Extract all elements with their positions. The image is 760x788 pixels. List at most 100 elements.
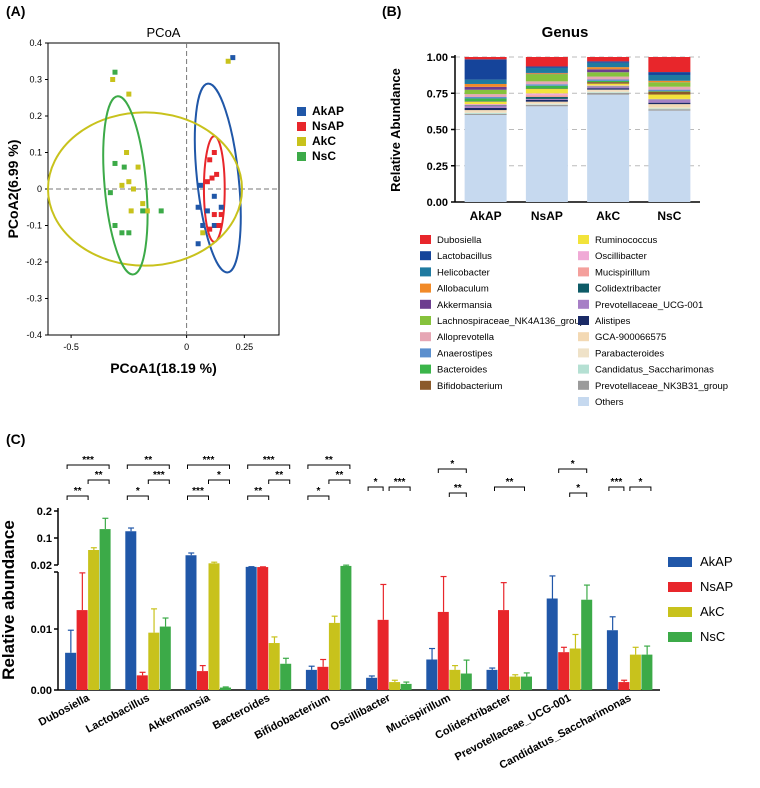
pcoa-point-akc	[128, 208, 134, 214]
genus-bar-segment-akkermansia	[587, 69, 630, 73]
genus-bar-segment-candidatus_saccharimonas	[648, 108, 691, 110]
significance-bracket	[608, 486, 625, 491]
abundance-bar-nsc	[280, 663, 292, 690]
genus-bar-segment-bifidobacterium	[587, 82, 630, 84]
abundance-ytick-label: 0.1	[37, 533, 52, 545]
significance-label: **	[95, 470, 103, 481]
significance-label: *	[374, 477, 378, 488]
abundance-bar-nsap	[558, 652, 570, 690]
abundance-bar-akc	[449, 669, 461, 690]
genus-title: Genus	[542, 24, 589, 41]
genus-bar-segment-ruminococcus	[525, 89, 568, 94]
genus-bar-segment-prevotellaceae_ucg-001	[525, 98, 568, 100]
genus-legend-label: Alistipes	[595, 316, 631, 327]
genus-legend-swatch	[578, 251, 589, 261]
genus-legend-swatch	[578, 397, 589, 406]
genus-bar-segment-dubosiella	[648, 57, 691, 73]
genus-bar-segment-allobaculum	[587, 67, 630, 70]
abundance-legend-swatch-nsap	[668, 582, 692, 592]
pcoa-point-nsap	[207, 157, 213, 163]
pcoa-ytick-label: 0.3	[29, 75, 42, 85]
pcoa-point-nsap	[211, 150, 217, 155]
genus-legend-swatch	[578, 316, 589, 325]
genus-y-axis-label: Relative Abundance	[388, 68, 403, 192]
genus-bar-segment-dubosiella	[587, 57, 630, 62]
abundance-bar-nsap	[618, 682, 630, 690]
genus-bar-segment-alloprevotella	[464, 94, 507, 98]
genus-legend-swatch	[578, 283, 589, 293]
pcoa-point-akc	[225, 58, 231, 64]
significance-bracket	[268, 479, 291, 484]
genus-legend-label: Bifidobacterium	[437, 381, 503, 392]
significance-bracket	[66, 464, 110, 469]
pcoa-y-axis-label: PCoA2(6.99 %)	[5, 140, 21, 239]
genus-category-label: AkAP	[470, 209, 502, 223]
abundance-bar-akap	[245, 566, 257, 690]
genus-bar-segment-alloprevotella	[525, 81, 568, 85]
abundance-bar-nsc	[521, 676, 532, 690]
abundance-bar-akc	[509, 676, 521, 690]
abundance-legend-swatch-akc	[668, 607, 692, 617]
genus-bar-segment-parabacteroides	[525, 103, 568, 105]
genus-legend-label: Dubosiella	[437, 235, 482, 246]
genus-bar-segment-lachnospiraceae_nk4a136_group	[648, 82, 691, 87]
abundance-bar-akap	[486, 669, 498, 690]
significance-bracket	[87, 479, 110, 484]
abundance-bar-nsap	[437, 611, 449, 690]
genus-legend-swatch	[578, 348, 589, 358]
genus-legend-label: Candidatus_Saccharimonas	[595, 365, 714, 376]
genus-legend-label: Lactobacillus	[437, 251, 492, 262]
pcoa-point-akap	[218, 204, 224, 210]
genus-legend-label: Alloprevotella	[437, 332, 495, 343]
significance-label: **	[144, 455, 152, 466]
pcoa-ytick-label: 0.2	[29, 111, 42, 121]
significance-bracket	[147, 479, 170, 484]
pcoa-ytick-label: -0.2	[26, 257, 42, 267]
genus-bar-segment-alloprevotella	[648, 86, 691, 90]
genus-bar-segment-candidatus_saccharimonas	[587, 92, 630, 93]
pcoa-point-akc	[140, 201, 146, 207]
genus-bar-segment-gca-900066575	[525, 101, 568, 104]
abundance-legend-label: NsAP	[700, 579, 733, 594]
genus-bar-segment-ruminococcus	[648, 94, 691, 99]
genus-bar-segment-anaerostipes	[525, 84, 568, 86]
genus-legend-label: Others	[595, 397, 624, 408]
significance-label: **	[74, 486, 82, 497]
significance-label: **	[454, 483, 462, 494]
genus-bar-segment-allobaculum	[525, 72, 568, 74]
genus-bar-segment-dubosiella	[464, 57, 507, 60]
genus-ytick-label: 0.50	[427, 125, 448, 137]
genus-legend-label: Helicobacter	[437, 267, 490, 278]
pcoa-ytick-label: 0	[37, 184, 42, 194]
genus-bar-segment-mucispirillum	[587, 85, 630, 87]
significance-label: ***	[203, 455, 215, 466]
pcoa-point-akc	[130, 186, 136, 192]
genus-bar-segment-lactobacillus	[464, 59, 507, 80]
abundance-bar-akc	[629, 654, 641, 690]
abundance-legend-swatch-akap	[668, 557, 692, 567]
significance-bracket	[187, 464, 230, 469]
genus-bar-segment-lachnospiraceae_nk4a136_group	[587, 72, 630, 77]
significance-bracket	[247, 464, 291, 469]
genus-bar-segment-others	[648, 110, 691, 202]
pcoa-point-nsap	[204, 179, 210, 185]
abundance-bar-akap	[546, 598, 558, 690]
pcoa-ytick-label: -0.4	[26, 330, 42, 340]
significance-bracket	[208, 479, 230, 484]
significance-bracket	[247, 495, 270, 500]
abundance-legend-label: NsC	[700, 629, 725, 644]
genus-bar-segment-akkermansia	[464, 86, 507, 90]
genus-legend-swatch	[578, 332, 589, 342]
pcoa-point-nsap	[216, 223, 222, 228]
abundance-bar-akap	[426, 659, 438, 690]
significance-bracket	[448, 492, 467, 497]
genus-bar-segment-prevotellaceae_ucg-001	[464, 105, 507, 108]
pcoa-point-nsap	[218, 212, 224, 218]
pcoa-point-nsc	[112, 69, 118, 75]
pcoa-legend-swatch-nsap	[297, 122, 306, 131]
genus-legend-swatch	[420, 364, 431, 374]
genus-category-label: AkC	[596, 209, 620, 223]
pcoa-ytick-label: 0.4	[29, 38, 42, 48]
abundance-bar-akc	[389, 682, 401, 690]
genus-bar-segment-prevotellaceae_nk3b31_group	[525, 104, 568, 107]
